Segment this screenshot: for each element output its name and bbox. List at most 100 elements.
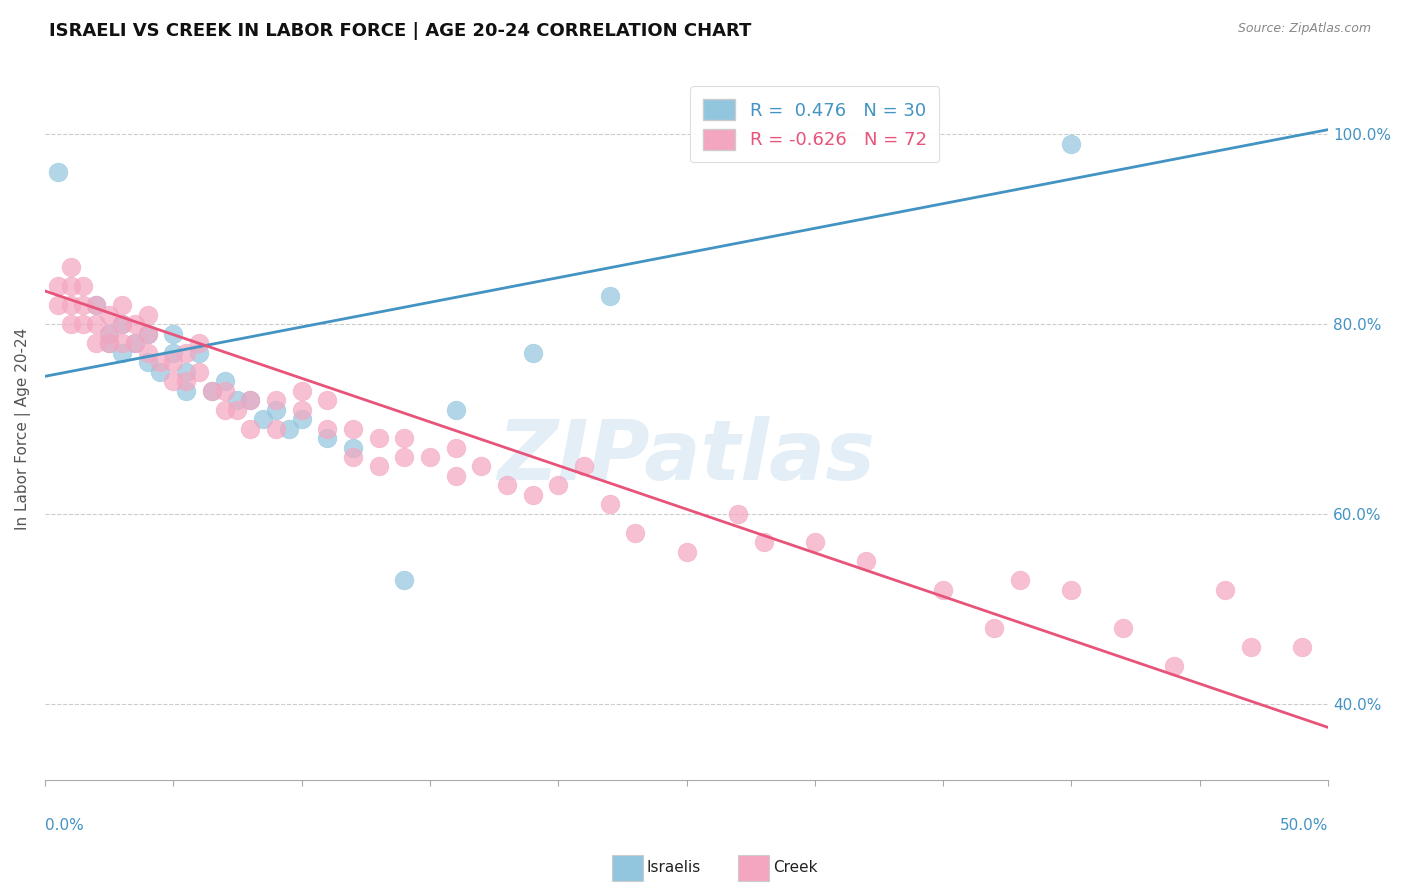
Point	[290, 402, 312, 417]
Point	[239, 393, 262, 408]
Point	[392, 431, 415, 445]
Text: Creek: Creek	[773, 860, 818, 874]
Point	[59, 260, 82, 275]
Point	[111, 317, 134, 331]
Point	[162, 355, 184, 369]
Point	[392, 574, 415, 588]
Point	[111, 298, 134, 312]
Point	[444, 441, 467, 455]
Point	[136, 326, 159, 341]
Point	[187, 365, 209, 379]
Point	[727, 507, 749, 521]
Point	[392, 450, 415, 464]
Point	[316, 421, 339, 435]
Point	[226, 402, 249, 417]
Point	[72, 279, 94, 293]
Point	[187, 345, 209, 359]
Point	[804, 535, 827, 549]
Point	[84, 336, 107, 351]
Point	[136, 326, 159, 341]
Point	[342, 421, 364, 435]
Point	[983, 621, 1005, 635]
Point	[72, 298, 94, 312]
Point	[252, 412, 274, 426]
Text: Israelis: Israelis	[647, 860, 702, 874]
Point	[124, 317, 146, 331]
Point	[444, 469, 467, 483]
Text: 0.0%: 0.0%	[45, 818, 83, 833]
Point	[162, 345, 184, 359]
Point	[214, 402, 236, 417]
Point	[46, 298, 69, 312]
Point	[316, 393, 339, 408]
Point	[174, 345, 197, 359]
Point	[752, 535, 775, 549]
Point	[149, 365, 172, 379]
Point	[136, 355, 159, 369]
Point	[226, 393, 249, 408]
Point	[124, 336, 146, 351]
Point	[98, 326, 121, 341]
Point	[59, 279, 82, 293]
Point	[239, 421, 262, 435]
Point	[495, 478, 517, 492]
Point	[1240, 640, 1263, 654]
Point	[264, 402, 287, 417]
Point	[1060, 136, 1083, 151]
Point	[1060, 582, 1083, 597]
Point	[98, 336, 121, 351]
Point	[277, 421, 299, 435]
Point	[1215, 582, 1237, 597]
Point	[98, 336, 121, 351]
Point	[264, 393, 287, 408]
Point	[290, 384, 312, 398]
Point	[124, 336, 146, 351]
Point	[342, 450, 364, 464]
Text: ISRAELI VS CREEK IN LABOR FORCE | AGE 20-24 CORRELATION CHART: ISRAELI VS CREEK IN LABOR FORCE | AGE 20…	[49, 22, 752, 40]
Point	[1163, 658, 1185, 673]
Point	[201, 384, 224, 398]
Point	[367, 431, 389, 445]
Point	[675, 545, 697, 559]
Point	[624, 525, 647, 540]
Point	[46, 279, 69, 293]
Point	[599, 288, 621, 302]
Point	[187, 336, 209, 351]
Point	[136, 308, 159, 322]
Point	[470, 459, 492, 474]
Point	[599, 498, 621, 512]
Y-axis label: In Labor Force | Age 20-24: In Labor Force | Age 20-24	[15, 327, 31, 530]
Point	[149, 355, 172, 369]
Point	[72, 317, 94, 331]
Point	[367, 459, 389, 474]
Point	[316, 431, 339, 445]
Point	[522, 345, 544, 359]
Point	[1291, 640, 1313, 654]
Point	[111, 336, 134, 351]
Point	[522, 488, 544, 502]
Point	[855, 554, 877, 568]
Point	[162, 326, 184, 341]
Point	[444, 402, 467, 417]
Point	[201, 384, 224, 398]
Point	[1112, 621, 1135, 635]
Point	[174, 384, 197, 398]
Point	[419, 450, 441, 464]
Point	[932, 582, 955, 597]
Point	[572, 459, 595, 474]
Point	[290, 412, 312, 426]
Point	[84, 298, 107, 312]
Point	[174, 365, 197, 379]
Text: 50.0%: 50.0%	[1279, 818, 1329, 833]
Point	[239, 393, 262, 408]
Point	[264, 421, 287, 435]
Point	[1010, 574, 1032, 588]
Point	[111, 317, 134, 331]
Point	[59, 298, 82, 312]
Point	[98, 308, 121, 322]
Point	[174, 374, 197, 388]
Point	[214, 384, 236, 398]
Point	[342, 441, 364, 455]
Point	[214, 374, 236, 388]
Point	[111, 345, 134, 359]
